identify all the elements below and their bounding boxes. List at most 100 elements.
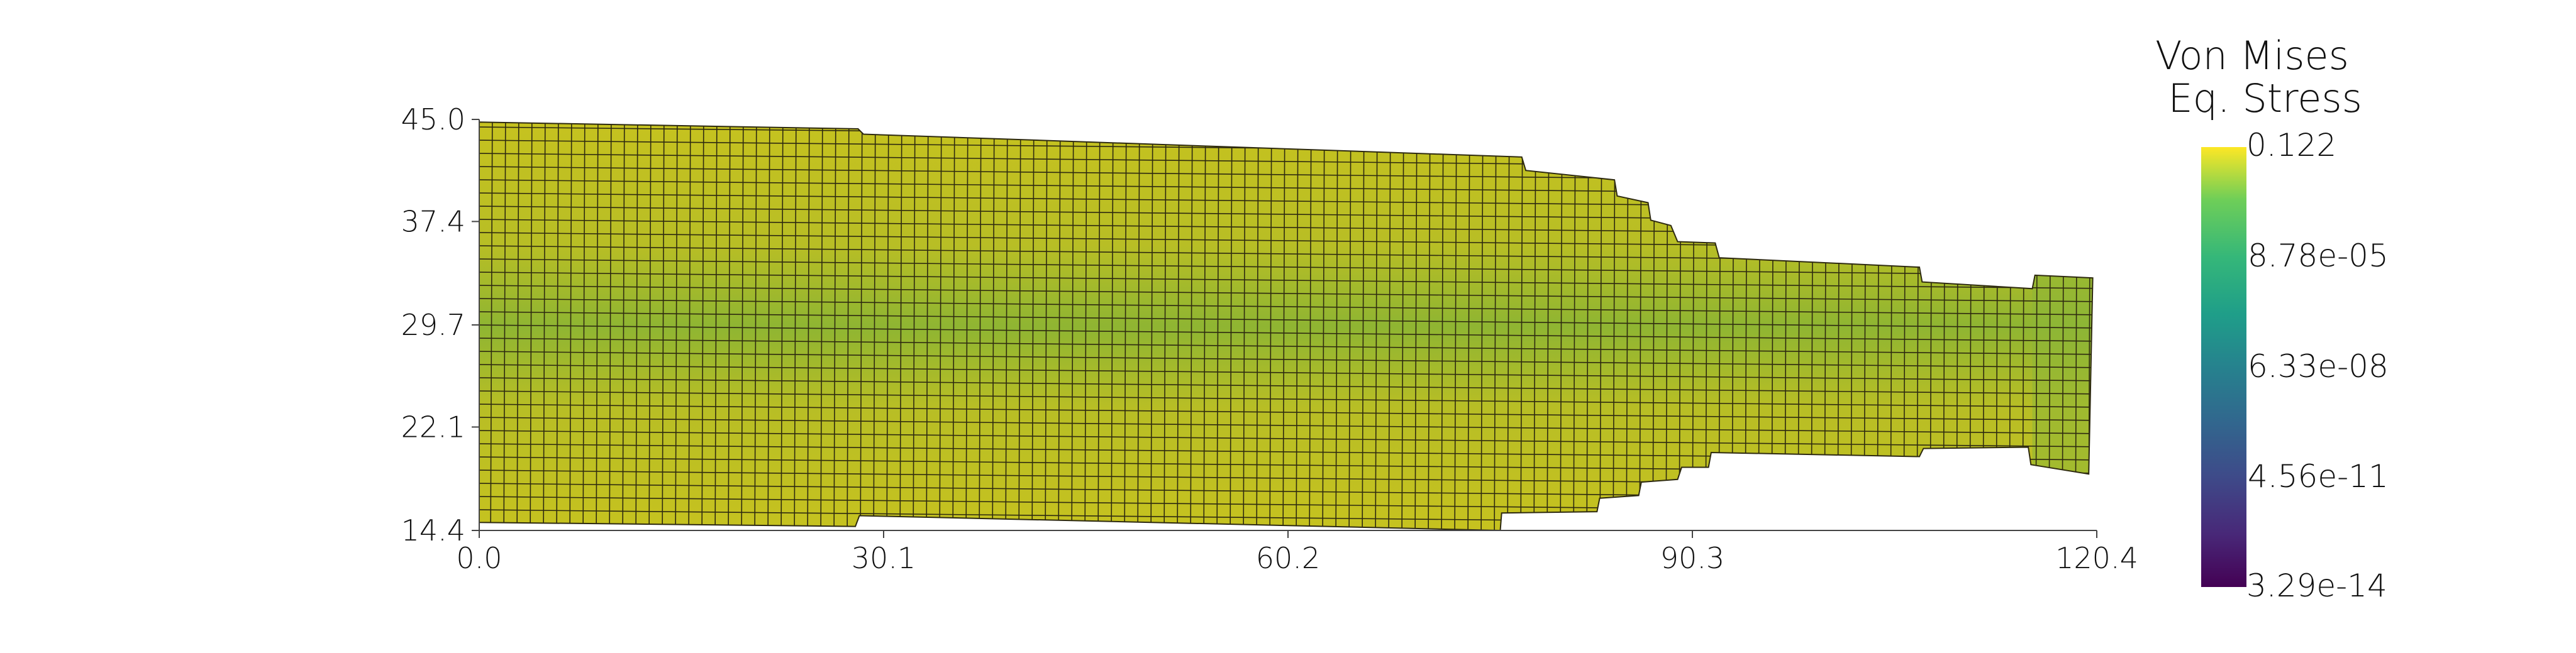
mesh-right-end-region	[2032, 275, 2093, 475]
mesh-grid-vline	[1388, 122, 1391, 531]
mesh-grid-vline	[714, 122, 718, 531]
mesh-grid-vline	[1322, 122, 1325, 531]
x-tick-label: 60.2	[1256, 541, 1320, 575]
mesh-grid-hline	[479, 351, 2093, 368]
x-tick-label: 0.0	[456, 541, 502, 575]
mesh-grid-vline	[1309, 122, 1312, 531]
mesh-grid-vline	[1296, 122, 1299, 531]
axes: 0.0 30.1 60.2 90.3 120.4 45.0 37.4 29.7 22.1 14.…	[401, 102, 2138, 575]
y-tick-label: 14.4	[401, 513, 465, 547]
mesh-grid-hline	[479, 390, 2093, 408]
mesh-grid-vline	[807, 122, 810, 531]
mesh-grid-vline	[1348, 122, 1352, 531]
mesh-grid-vline	[1454, 122, 1457, 531]
mesh-grid-vline	[1177, 122, 1180, 531]
mesh-grid-hline	[479, 285, 2093, 302]
mesh-grid-vline	[1243, 122, 1246, 531]
mesh-grid-vline	[503, 122, 506, 531]
mesh-grid-vline	[728, 122, 731, 531]
mesh-grid-vline	[530, 122, 533, 531]
mesh-body	[479, 122, 2093, 531]
mesh-grid-vline	[596, 122, 599, 531]
mesh-grid-hline	[479, 430, 2093, 447]
mesh-grid-vline	[1256, 122, 1259, 531]
mesh-grid-vline	[1507, 122, 1510, 531]
mesh-grid-hline	[479, 337, 2093, 355]
mesh-grid-vline	[741, 122, 744, 531]
mesh-grid-vline	[780, 122, 784, 531]
mesh-grid-hline	[479, 311, 2093, 329]
mesh-grid-vline	[833, 122, 836, 531]
mesh-grid-vline	[609, 122, 612, 531]
mesh-grid-vline	[648, 122, 652, 531]
mesh-grid-vline	[1414, 122, 1418, 531]
mesh-grid-vline	[939, 122, 942, 531]
y-tick-label: 22.1	[401, 410, 465, 444]
y-ticks: 45.0 37.4 29.7 22.1 14.4	[401, 102, 479, 547]
x-tick-label: 120.4	[2055, 541, 2138, 575]
mesh-edge	[479, 121, 2094, 532]
mesh-grid-hline	[479, 377, 2093, 395]
colorbar-label-4: 4.56e-11	[2248, 458, 2389, 495]
mesh-grid-vline	[688, 122, 691, 531]
mesh-grid-vline	[516, 122, 519, 531]
mesh-grid-vline	[1031, 122, 1035, 531]
mesh-grid-hline	[473, 101, 2103, 117]
x-tick-label: 90.3	[1660, 541, 1724, 575]
mesh-grid-vline	[1282, 122, 1285, 531]
mesh-grid-vline	[490, 122, 493, 531]
mesh-grid-vline	[582, 122, 586, 531]
colorbar: Von Mises Eq. Stress 0.122 8.78e-05 6.33…	[2155, 33, 2389, 604]
mesh-grid-hline	[479, 324, 2093, 342]
mesh-grid-vline	[1203, 122, 1206, 531]
y-tick-label: 37.4	[401, 204, 465, 238]
mesh-grid-vline	[1467, 122, 1470, 531]
mesh-grid-vline	[1520, 122, 1523, 531]
mesh-grid-vline	[1058, 122, 1061, 531]
mesh-grid-vline	[794, 122, 797, 531]
mesh-grid-vline	[1362, 122, 1365, 531]
y-tick-label: 29.7	[401, 308, 465, 342]
mesh-grid-vline	[1230, 122, 1233, 531]
colorbar-title-line-1: Von Mises	[2155, 33, 2349, 79]
mesh-grid-vline	[1216, 122, 1219, 531]
mesh-grid-vline	[1335, 122, 1338, 531]
mesh-grid-vline	[569, 122, 572, 531]
mesh-grid-vline	[1190, 122, 1193, 531]
colorbar-title-line-2: Eq. Stress	[2168, 75, 2363, 121]
colorbar-gradient	[2201, 147, 2246, 587]
mesh-grid-vline	[1428, 122, 1431, 531]
mesh-grid-vline	[754, 122, 757, 531]
colorbar-label-3: 6.33e-08	[2248, 348, 2389, 385]
colorbar-label-max: 0.122	[2246, 127, 2336, 163]
mesh-grid-vline	[1018, 122, 1021, 531]
mesh-grid-hline	[479, 364, 2093, 381]
mesh-grid-hline	[479, 298, 2093, 316]
mesh-grid-vline	[1045, 122, 1048, 531]
mesh-grid-vline	[965, 122, 969, 531]
mesh-layer	[473, 101, 2103, 532]
mesh-grid-vline	[675, 122, 678, 531]
mesh-grid-vline	[543, 122, 546, 531]
mesh-grid-vline	[952, 122, 955, 531]
mesh-grid-vline	[701, 122, 704, 531]
mesh-grid-hline	[479, 258, 2093, 276]
mesh-grid-hline	[479, 417, 2093, 434]
mesh-grid-hline	[479, 403, 2093, 421]
mesh-grid-hline	[479, 272, 2093, 289]
x-ticks: 0.0 30.1 60.2 90.3 120.4	[456, 530, 2138, 575]
mesh-grid-vline	[635, 122, 638, 531]
y-tick-label: 45.0	[401, 102, 465, 136]
mesh-grid-vline	[1401, 122, 1404, 531]
mesh-grid-vline	[1005, 122, 1008, 531]
mesh-grid-vline	[767, 122, 770, 531]
mesh-grid-vline	[662, 122, 665, 531]
x-tick-label: 30.1	[852, 541, 916, 575]
mesh-grid-vline	[1441, 122, 1444, 531]
mesh-grid-vline	[979, 122, 982, 531]
mesh-grid-vline	[556, 122, 559, 531]
colorbar-label-min: 3.29e-14	[2246, 568, 2387, 604]
mesh-grid-vline	[1480, 122, 1484, 531]
mesh-grid-vline	[622, 122, 625, 531]
